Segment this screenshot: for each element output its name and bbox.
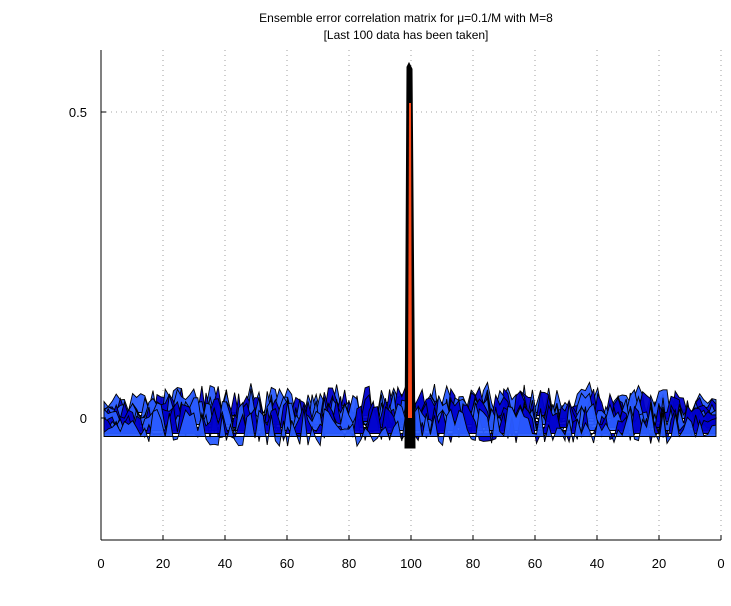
- x-tick-label: 40: [218, 556, 232, 571]
- x-tick-label: 60: [528, 556, 542, 571]
- x-tick-label: 0: [97, 556, 104, 571]
- y-tick-label: 0.5: [69, 105, 87, 120]
- diagonal-peak: [408, 103, 412, 418]
- chart-title: Ensemble error correlation matrix for μ=…: [259, 11, 553, 25]
- chart-subtitle: [Last 100 data has been taken]: [323, 28, 489, 42]
- x-tick-label: 60: [280, 556, 294, 571]
- x-tick-label: 0: [717, 556, 724, 571]
- x-tick-label: 40: [590, 556, 604, 571]
- y-axis-ticks: 00.5: [69, 105, 106, 426]
- y-tick-label: 0: [80, 411, 87, 426]
- x-tick-label: 20: [652, 556, 666, 571]
- chart-title-block: Ensemble error correlation matrix for μ=…: [0, 10, 731, 44]
- x-tick-label: 80: [466, 556, 480, 571]
- surface-plot: [103, 61, 717, 449]
- x-tick-label: 80: [342, 556, 356, 571]
- x-axis-ticks: 0 20 40 60 80 100 80 60 40 20 0: [97, 535, 725, 571]
- x-tick-label: 100: [400, 556, 422, 571]
- x-tick-label: 20: [156, 556, 170, 571]
